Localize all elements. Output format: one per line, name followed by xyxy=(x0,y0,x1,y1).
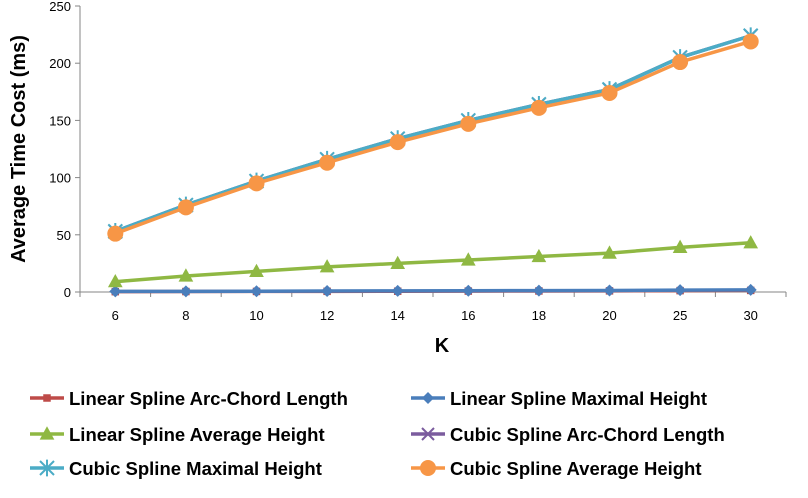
x-tick-label: 20 xyxy=(602,308,616,323)
data-point xyxy=(39,426,55,440)
legend-label: Cubic Spline Arc-Chord Length xyxy=(450,424,725,445)
data-point xyxy=(602,245,617,259)
data-point xyxy=(744,283,757,296)
legend-label: Linear Spline Average Height xyxy=(69,424,325,445)
data-point xyxy=(107,225,124,242)
legend-item: Cubic Spline Average Height xyxy=(411,458,702,479)
data-point xyxy=(178,268,194,282)
data-point xyxy=(389,134,406,151)
legend-label: Linear Spline Maximal Height xyxy=(450,388,707,409)
data-point xyxy=(531,248,547,263)
x-tick-label: 6 xyxy=(112,308,119,323)
legend-item: Linear Spline Average Height xyxy=(30,424,325,445)
data-point xyxy=(319,154,336,171)
y-axis-ticks: 0 50 100 150 200 250 xyxy=(49,0,80,300)
y-axis-title: Average Time Cost (ms) xyxy=(8,35,30,263)
data-point xyxy=(672,239,688,253)
legend-item: Cubic Spline Maximal Height xyxy=(30,458,322,479)
x-tick-label: 25 xyxy=(673,308,687,323)
legend-item: Linear Spline Maximal Height xyxy=(411,388,707,409)
data-point xyxy=(743,235,759,249)
series-2 xyxy=(109,283,757,298)
legend-label: Cubic Spline Average Height xyxy=(450,458,702,479)
data-point xyxy=(422,392,434,404)
data-point xyxy=(179,285,192,298)
x-tick-label: 18 xyxy=(532,308,546,323)
legend-item: Linear Spline Arc-Chord Length xyxy=(30,388,348,409)
data-point xyxy=(601,84,618,101)
data-point xyxy=(177,199,194,216)
legend-item: Cubic Spline Arc-Chord Length xyxy=(411,424,725,445)
data-point xyxy=(249,263,264,278)
data-point xyxy=(421,427,435,441)
legend-label: Cubic Spline Maximal Height xyxy=(69,458,322,479)
data-point xyxy=(532,284,545,297)
series-line xyxy=(115,241,751,284)
data-point xyxy=(109,285,122,298)
data-point xyxy=(460,252,476,266)
legend-label: Linear Spline Arc-Chord Length xyxy=(69,388,348,409)
data-point xyxy=(460,115,477,132)
data-point xyxy=(391,284,404,297)
data-point xyxy=(420,460,436,476)
data-point xyxy=(321,284,334,297)
y-tick-label: 50 xyxy=(57,228,71,243)
x-tick-label: 8 xyxy=(182,308,189,323)
data-point xyxy=(319,259,335,273)
x-tick-label: 12 xyxy=(320,308,334,323)
data-point xyxy=(107,274,123,288)
y-tick-label: 150 xyxy=(49,113,71,128)
x-tick-label: 14 xyxy=(390,308,404,323)
series-3 xyxy=(107,235,759,288)
data-point xyxy=(742,33,759,50)
series-line xyxy=(114,39,752,236)
data-point xyxy=(43,394,51,402)
series-line xyxy=(114,34,752,234)
data-point xyxy=(390,255,406,269)
y-tick-label: 100 xyxy=(49,171,71,186)
data-point xyxy=(39,459,55,477)
data-point xyxy=(674,284,687,297)
x-axis-title: K xyxy=(435,335,450,357)
data-point xyxy=(462,284,475,297)
series-layer xyxy=(107,27,759,298)
y-tick-label: 0 xyxy=(64,285,71,300)
data-point xyxy=(603,284,616,297)
x-tick-label: 30 xyxy=(743,308,757,323)
series-line xyxy=(115,288,751,294)
y-tick-label: 200 xyxy=(49,56,71,71)
data-point xyxy=(530,99,547,116)
y-tick-label: 250 xyxy=(49,0,71,14)
data-point xyxy=(672,54,689,71)
x-tick-label: 16 xyxy=(461,308,475,323)
data-point xyxy=(248,175,265,192)
x-axis-ticks: 6 8 10 12 14 16 18 20 25 30 xyxy=(79,292,787,323)
data-point xyxy=(250,285,263,298)
legend: Linear Spline Arc-Chord Length Linear Spl… xyxy=(30,388,725,479)
series-6 xyxy=(107,33,759,242)
x-tick-label: 10 xyxy=(249,308,263,323)
